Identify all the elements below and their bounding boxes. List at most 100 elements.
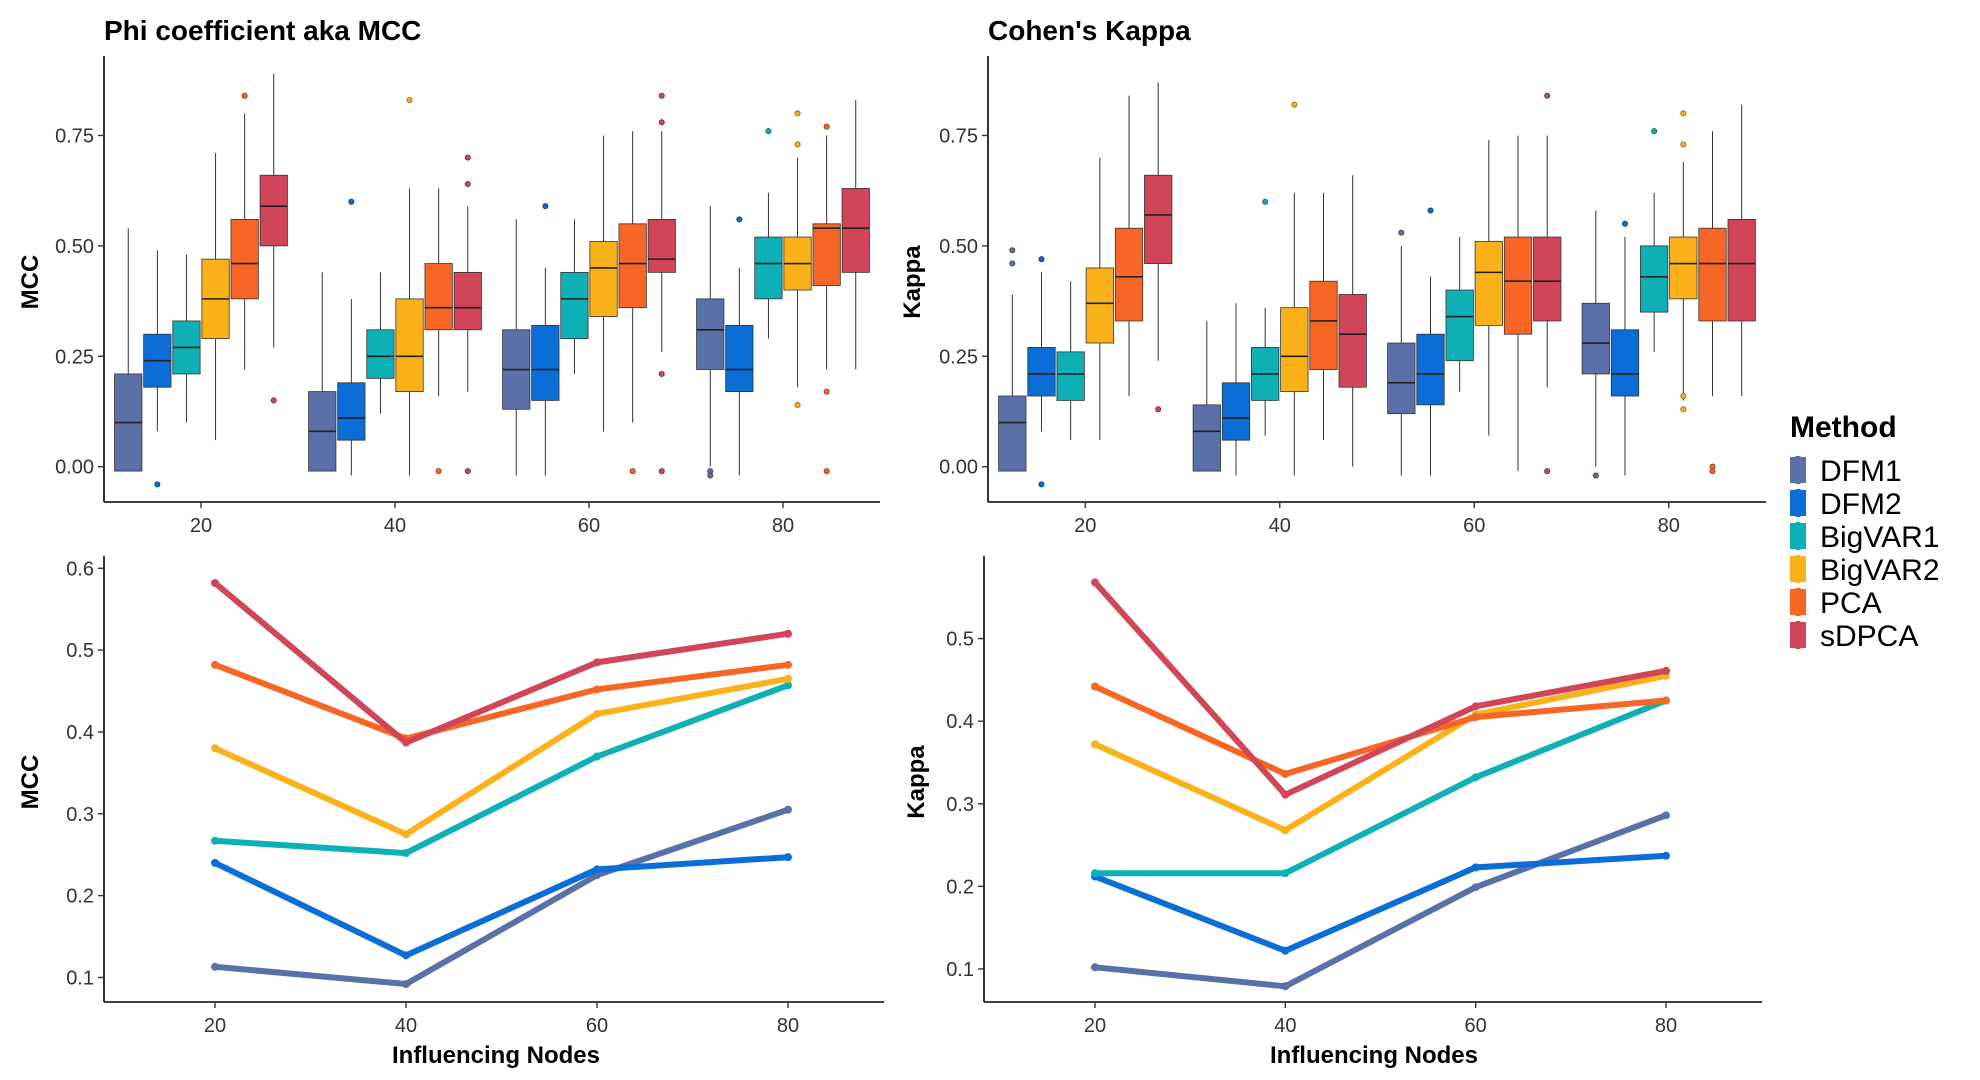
kappa-line-dfm1-point-40 [1281, 982, 1290, 991]
kappa-box-bigvar1-20-box [1056, 351, 1085, 401]
mcc-line-ytick-label-2: 0.3 [66, 804, 94, 826]
kappa-box-dfm2-80-box [1610, 329, 1640, 397]
kappa-box-dfm2-20-outlier-0 [1038, 256, 1045, 263]
mcc-line-xtick-label-1: 40 [395, 1015, 417, 1037]
kappa-box-bigvar2-40-outlier-0 [1291, 101, 1298, 108]
kappa-box-sdpca-40-box [1338, 294, 1367, 388]
kappa-line-ytick-label-4: 0.5 [946, 629, 974, 651]
mcc-line-dfm1-point-80 [784, 805, 792, 814]
kappa-line-bigvar2-point-40 [1281, 826, 1290, 835]
mcc-box-ytick-label-0: 0.00 [55, 457, 94, 479]
mcc-line-bigvar1-series-line [212, 682, 791, 857]
kappa-line-xtick-label-2: 60 [1465, 1015, 1487, 1037]
legend-title: Method [1790, 411, 1897, 444]
mcc-box-xtick-label-2: 60 [578, 515, 600, 537]
kappa-box-pca-40-box [1309, 280, 1338, 370]
kappa-box-ytick-label-3: 0.75 [939, 125, 978, 147]
kappa-line-pca-point-60 [1471, 713, 1480, 722]
mcc-line-bigvar2-point-80 [784, 674, 792, 683]
kappa-line-ytick-label-1: 0.2 [946, 876, 974, 898]
mcc-line-xtick-label-3: 80 [777, 1015, 799, 1037]
mcc-box-bigvar2-40-outlier-0 [406, 97, 413, 104]
kappa-box-xtick-label-2: 60 [1463, 515, 1485, 537]
kappa-box-dfm2-20-outlier-1 [1038, 481, 1045, 488]
mcc-box-pca-80-box [812, 223, 841, 287]
mcc-boxplot-title: Phi coefficient aka MCC [104, 15, 421, 46]
mcc-box-sdpca-60-outlier-2 [658, 370, 665, 377]
kappa-box-bigvar1-80-box [1640, 245, 1669, 313]
mcc-line-bigvar2-series-line [212, 675, 791, 838]
kappa-line-sdpca-point-80 [1662, 666, 1670, 675]
kappa-box-bigvar2-80-outlier-2 [1680, 393, 1687, 400]
mcc-box-bigvar1-40-box [366, 329, 395, 379]
kappa-box-sdpca-60-outlier-1 [1544, 468, 1551, 475]
mcc-box-sdpca-80-box [841, 188, 870, 273]
mcc-box-dfm2-40-box [337, 382, 366, 441]
mcc-box-ytick-label-1: 0.25 [55, 346, 94, 368]
mcc-line-bigvar1-point-80 [784, 681, 792, 690]
mcc-box-bigvar2-60-box [589, 241, 618, 317]
kappa-line-dfm1-point-20 [1091, 963, 1099, 972]
mcc-line-xtick-label-2: 60 [586, 1015, 608, 1037]
mcc-line-ytick-label-4: 0.5 [66, 640, 94, 662]
mcc-line-dfm2-point-20 [211, 858, 219, 867]
legend-label-dfm2: DFM2 [1820, 488, 1902, 521]
mcc-box-dfm2-20-outlier-0 [154, 481, 161, 488]
kappa-line-sdpca-point-20 [1091, 578, 1099, 587]
mcc-line-dfm2-point-80 [784, 853, 792, 862]
legend-label-bigvar2: BigVAR2 [1820, 554, 1940, 587]
mcc-box-bigvar2-80-outlier-2 [794, 401, 801, 408]
kappa-box-bigvar2-60-box [1474, 241, 1503, 326]
mcc-line-bigvar1-point-20 [211, 836, 219, 845]
kappa-box-dfm1-80-outlier-0 [1592, 472, 1599, 479]
mcc-box-sdpca-40-box [453, 271, 482, 331]
mcc-box-pca-80-outlier-2 [823, 468, 830, 475]
kappa-box-dfm1-20-box [998, 395, 1027, 472]
kappa-line-pca-point-80 [1662, 696, 1670, 705]
mcc-line-sdpca-series-line [212, 580, 791, 746]
mcc-box-bigvar2-40-box [395, 298, 424, 393]
mcc-box-pca-60-box [618, 223, 647, 309]
kappa-box-bigvar1-40-outlier-0 [1262, 198, 1269, 205]
mcc-box-pca-20-box [230, 218, 259, 300]
kappa-box-dfm2-40-box [1221, 382, 1251, 441]
mcc-box-bigvar1-80-outlier-0 [765, 128, 772, 135]
mcc-line-dfm1-point-40 [402, 979, 410, 988]
kappa-line-ytick-label-0: 0.1 [946, 959, 974, 981]
mcc-line-ytick-label-0: 0.1 [66, 967, 94, 989]
legend-label-sdpca: sDPCA [1820, 620, 1918, 653]
mcc-box-xtick-label-1: 40 [384, 515, 406, 537]
mcc-box-sdpca-40-outlier-1 [464, 181, 471, 188]
kappa-line-dfm2-point-80 [1662, 851, 1670, 860]
legend-label-dfm1: DFM1 [1820, 455, 1902, 488]
mcc-box-dfm2-40-outlier-0 [348, 198, 355, 205]
mcc-box-pca-40-box [424, 263, 453, 331]
kappa-line-dfm1-point-80 [1662, 811, 1670, 820]
mcc-line-bigvar2-point-60 [593, 709, 601, 718]
kappa-box-dfm1-20-outlier-0 [1009, 247, 1016, 254]
mcc-line-sdpca-point-60 [593, 658, 601, 667]
mcc-boxplot-panel: Phi coefficient aka MCC MCC 0.00 0.25 0.50… [17, 15, 880, 537]
mcc-box-bigvar2-80-outlier-0 [794, 110, 801, 117]
legend-swatch-dfm1 [1790, 457, 1806, 483]
kappa-box-xtick-label-1: 40 [1269, 515, 1291, 537]
kappa-box-dfm2-60-outlier-0 [1427, 207, 1434, 214]
legend-swatch-pca [1790, 589, 1806, 615]
kappa-line-bigvar1-series-line [1092, 697, 1669, 877]
kappa-line-xtick-label-1: 40 [1274, 1015, 1296, 1037]
mcc-box-pca-20-outlier-0 [241, 92, 248, 99]
mcc-line-bigvar2-point-40 [402, 830, 410, 839]
mcc-line-dfm2-series-line [212, 854, 791, 959]
mcc-box-ytick-label-3: 0.75 [55, 125, 94, 147]
kappa-box-bigvar2-80-outlier-3 [1680, 406, 1687, 413]
legend-label-pca: PCA [1820, 587, 1882, 620]
mcc-line-xlabel: Influencing Nodes [392, 1042, 600, 1069]
kappa-line-dfm1-point-60 [1471, 883, 1480, 892]
kappa-box-bigvar2-80-box [1669, 236, 1698, 300]
mcc-box-pca-60-outlier-0 [629, 468, 636, 475]
mcc-line-panel: MCC Influencing Nodes 0.1 0.2 0.3 0.4 0.5 0.6… [17, 556, 884, 1069]
mcc-line-pca-point-80 [784, 660, 792, 669]
mcc-box-pca-40-outlier-0 [435, 468, 442, 475]
